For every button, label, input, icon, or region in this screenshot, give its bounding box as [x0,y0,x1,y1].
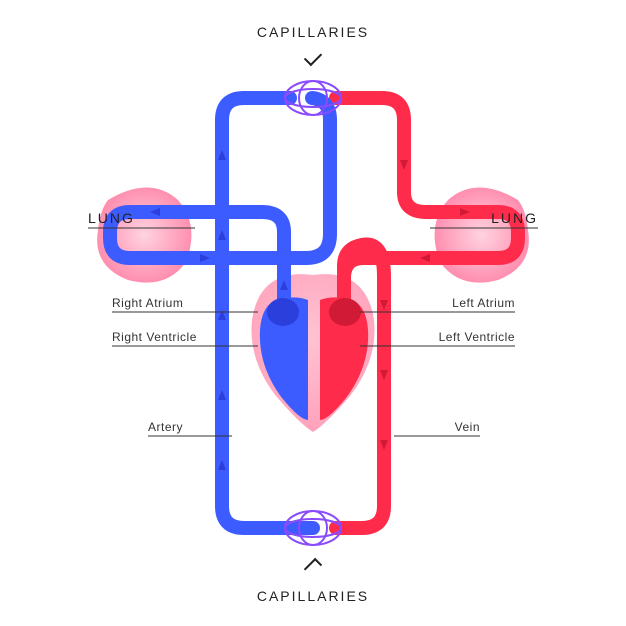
circulatory-diagram: CAPILLARIES CAPILLARIES LUNG LUNG Right … [0,0,626,626]
label-lung-left: LUNG [88,210,135,226]
label-right-ventricle: Right Ventricle [112,330,197,344]
diagram-svg [0,0,626,626]
label-vein: Vein [455,420,480,434]
label-capillaries-bottom: CAPILLARIES [0,588,626,604]
label-capillaries-top: CAPILLARIES [0,24,626,40]
label-lung-right: LUNG [491,210,538,226]
label-left-atrium: Left Atrium [452,296,515,310]
label-right-atrium: Right Atrium [112,296,183,310]
label-left-ventricle: Left Ventricle [439,330,515,344]
chevron-up-icon [305,562,321,572]
label-artery: Artery [148,420,183,434]
chevron-down-icon [305,52,321,62]
